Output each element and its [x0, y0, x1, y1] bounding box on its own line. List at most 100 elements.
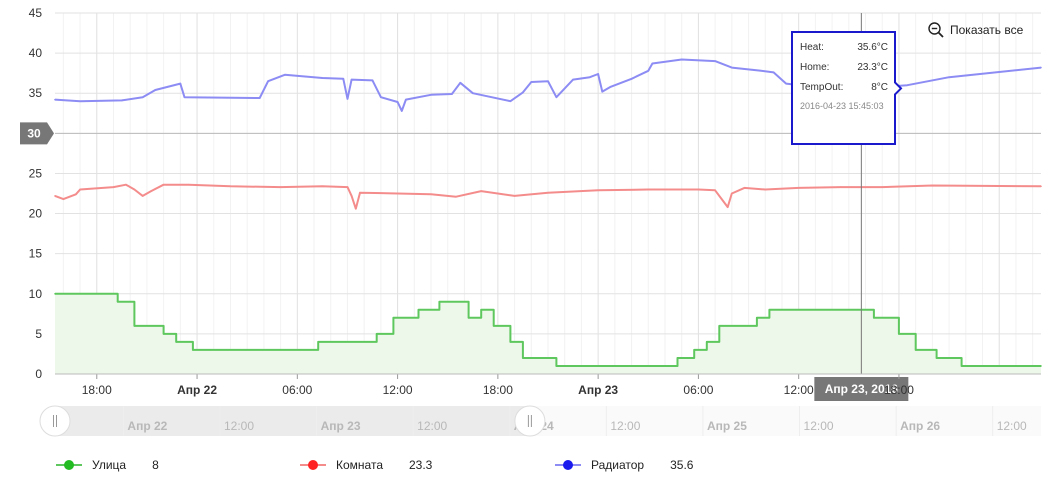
- data-point-radiator: [680, 58, 683, 61]
- reset-zoom-label: Показать все: [950, 23, 1024, 37]
- legend-label: Комната: [336, 458, 383, 472]
- data-point-radiator: [380, 96, 382, 99]
- data-point-room: [743, 187, 746, 189]
- legend-item-street[interactable]: Улица 8: [56, 452, 159, 478]
- data-point-room: [133, 188, 136, 191]
- data-point-street: [162, 333, 165, 335]
- legend-value: 8: [152, 458, 159, 472]
- data-point-radiator: [179, 82, 182, 85]
- navigator-selection: [55, 406, 530, 436]
- legend-marker-room: [300, 458, 326, 472]
- data-point-room: [597, 189, 599, 192]
- data-point-radiator: [522, 91, 524, 94]
- navigator-handle-left[interactable]: [39, 405, 71, 437]
- data-point-radiator: [400, 110, 403, 112]
- navigator-handle-knob: [39, 405, 71, 437]
- crosshair: 30 Апр 23, 2016: [20, 13, 1041, 401]
- x-tick-label: Апр 22: [177, 383, 217, 397]
- data-point-room: [726, 206, 729, 208]
- data-point-room: [112, 186, 115, 188]
- series-area-street: [55, 293, 1041, 374]
- data-point-radiator: [371, 79, 374, 82]
- data-point-street: [133, 325, 136, 327]
- data-point-street: [175, 341, 177, 343]
- data-point-street: [392, 317, 395, 319]
- data-point-room: [54, 195, 56, 197]
- data-point-room: [480, 190, 482, 192]
- data-point-street: [438, 301, 441, 303]
- data-point-room: [62, 198, 65, 200]
- data-point-room: [162, 183, 165, 186]
- data-point-street: [492, 325, 495, 327]
- legend-item-radiator[interactable]: Радиатор 35.6: [555, 452, 693, 478]
- data-point-street: [509, 341, 512, 343]
- data-point-radiator: [141, 96, 144, 99]
- series-layer: [54, 58, 1042, 374]
- crosshair-y-label: 30: [27, 126, 41, 140]
- data-point-street: [718, 325, 721, 327]
- data-point-street: [705, 341, 708, 343]
- data-point-room: [79, 188, 81, 191]
- data-point-room: [141, 195, 144, 197]
- data-point-room: [881, 186, 884, 188]
- x-tick-label: 18:00: [884, 383, 914, 397]
- data-point-radiator: [609, 86, 612, 88]
- navigator-label: 12:00: [224, 419, 254, 433]
- y-tick-label: 10: [29, 287, 43, 301]
- data-point-radiator: [267, 80, 269, 82]
- tooltip-row-label: Heat:: [800, 42, 824, 53]
- data-point-street: [467, 317, 470, 319]
- data-point-street: [898, 333, 900, 335]
- data-point-radiator: [471, 92, 474, 95]
- data-point-room: [321, 185, 324, 188]
- navigator-label: 12:00: [610, 419, 640, 433]
- data-point-room: [355, 207, 357, 210]
- data-point-radiator: [731, 66, 733, 69]
- data-point-room: [75, 193, 77, 196]
- data-point-street: [480, 309, 482, 311]
- legend-label: Радиатор: [591, 458, 645, 472]
- y-tick-label: 45: [29, 6, 43, 20]
- x-tick-label: 06:00: [282, 383, 312, 397]
- tooltip-row-value: 8°C: [871, 82, 888, 93]
- series-line-room: [54, 183, 1042, 210]
- navigator-label: 12:00: [997, 419, 1027, 433]
- navigator-handle-right[interactable]: [514, 405, 546, 437]
- data-point-radiator: [79, 100, 81, 103]
- y-tick-label: 25: [29, 166, 43, 180]
- data-point-radiator: [350, 78, 353, 81]
- legend-marker-radiator: [555, 458, 581, 472]
- y-axis: 0 5 10 15 20 25 35 40 45: [29, 6, 43, 381]
- data-point-room: [764, 188, 767, 191]
- navigator-label: Апр 25: [707, 419, 747, 433]
- legend-item-room[interactable]: Комната 23.3: [300, 452, 432, 478]
- data-point-room: [547, 191, 549, 194]
- legend-value: 35.6: [670, 458, 694, 472]
- data-point-radiator: [346, 98, 349, 100]
- data-point-radiator: [597, 73, 599, 75]
- data-point-room: [697, 188, 700, 191]
- data-point-room: [396, 192, 399, 195]
- legend-value: 23.3: [409, 458, 433, 472]
- data-point-radiator: [405, 98, 407, 101]
- legend-label: Улица: [92, 458, 127, 472]
- data-point-room: [125, 183, 127, 186]
- x-tick-label: 06:00: [683, 383, 713, 397]
- x-tick-label: Апр 23: [578, 383, 618, 397]
- data-point-radiator: [714, 60, 716, 62]
- data-point-street: [676, 357, 679, 359]
- navigator-label: Апр 26: [900, 419, 940, 433]
- data-point-radiator: [785, 82, 787, 85]
- data-point-street: [375, 333, 378, 335]
- legend: Улица 8 Комната 23.3 Радиатор 35.6: [0, 452, 1058, 478]
- data-point-street: [935, 357, 938, 359]
- reset-zoom-button[interactable]: Показать все: [928, 21, 1023, 39]
- x-tick-label: 12:00: [383, 383, 413, 397]
- data-point-street: [417, 309, 420, 311]
- data-point-street: [756, 317, 758, 319]
- data-point-room: [647, 188, 650, 191]
- x-tick-label: 18:00: [82, 383, 112, 397]
- tooltip-row-value: 23.3°C: [857, 62, 888, 73]
